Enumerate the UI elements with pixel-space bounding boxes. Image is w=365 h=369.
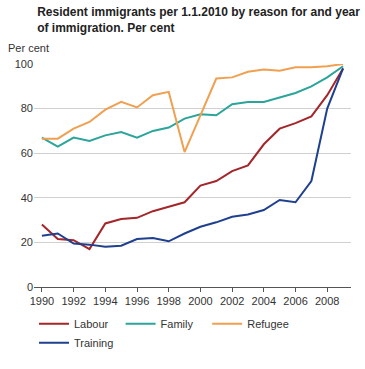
svg-text:Per cent: Per cent <box>8 42 49 54</box>
svg-text:2000: 2000 <box>188 295 212 307</box>
svg-text:2006: 2006 <box>283 295 307 307</box>
svg-text:Refugee: Refugee <box>247 318 289 330</box>
svg-text:60: 60 <box>21 147 33 159</box>
svg-text:2004: 2004 <box>252 295 276 307</box>
svg-text:Resident immigrants per 1.1.20: Resident immigrants per 1.1.2010 by reas… <box>37 5 360 35</box>
svg-text:Training: Training <box>74 337 113 349</box>
svg-text:80: 80 <box>21 102 33 114</box>
svg-text:Family: Family <box>161 318 194 330</box>
svg-text:1990: 1990 <box>30 295 54 307</box>
svg-text:40: 40 <box>21 192 33 204</box>
svg-text:100: 100 <box>15 58 33 70</box>
svg-text:2002: 2002 <box>220 295 244 307</box>
svg-text:1998: 1998 <box>156 295 180 307</box>
svg-text:1996: 1996 <box>125 295 149 307</box>
svg-text:20: 20 <box>21 236 33 248</box>
svg-text:2008: 2008 <box>315 295 339 307</box>
svg-text:Labour: Labour <box>74 318 109 330</box>
svg-text:1992: 1992 <box>61 295 85 307</box>
svg-text:1994: 1994 <box>93 295 117 307</box>
svg-text:0: 0 <box>27 281 33 293</box>
